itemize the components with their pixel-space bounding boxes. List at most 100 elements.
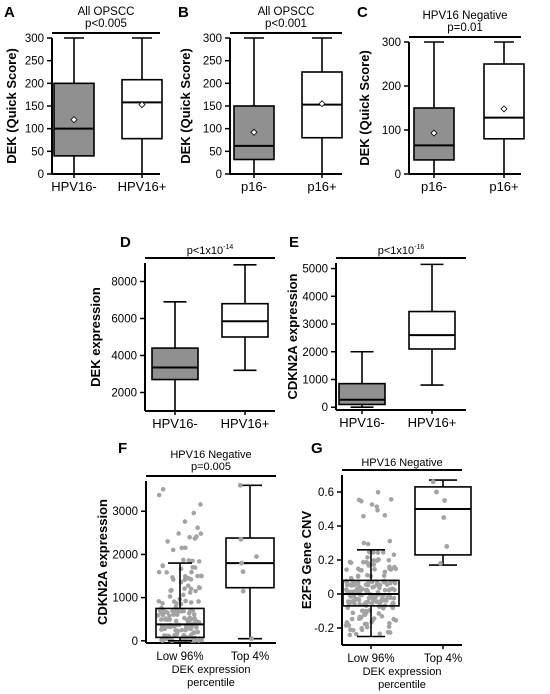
data-point — [444, 544, 450, 549]
jitter-point — [375, 550, 381, 555]
box-iqr — [151, 347, 199, 381]
x-tick-label: Top 4% — [231, 651, 269, 663]
jitter-point — [188, 577, 194, 582]
jitter-point — [353, 581, 359, 587]
jitter-point — [374, 582, 380, 588]
y-tick-label: 100 — [203, 124, 222, 136]
jitter-point — [385, 629, 391, 635]
x-tick-label: Low 96% — [347, 653, 394, 665]
jitter-point — [182, 519, 188, 524]
jitter-point — [172, 632, 177, 638]
box-top4 — [225, 484, 275, 640]
x-tick-label: HPV16+ — [221, 416, 270, 431]
jitter-point — [168, 588, 173, 593]
jitter-point — [370, 597, 376, 603]
jitter-point — [182, 573, 188, 579]
jitter-point — [194, 625, 199, 630]
jitter-point — [376, 611, 382, 616]
panel-letter: E — [289, 234, 299, 251]
jitter-point — [159, 617, 164, 622]
box-p16 — [483, 41, 525, 175]
y-tick-label: 6000 — [111, 314, 137, 326]
y-axis-title: CDKN2A expression — [285, 273, 300, 399]
jitter-point — [379, 614, 385, 619]
box-low96 — [342, 548, 400, 638]
panel-g: G HPV16 Negative -0.2 0 0.2 0.4 0.6 E2F3 Gene C… — [299, 440, 472, 691]
p-value-label: p<0.005 — [85, 18, 127, 30]
jitter-point — [355, 573, 361, 579]
jitter-point — [370, 550, 376, 555]
jitter-point — [187, 534, 192, 540]
jitter-point — [183, 598, 188, 604]
jitter-point — [386, 557, 392, 563]
panel-letter: B — [178, 4, 189, 21]
data-point — [441, 515, 447, 520]
jitter-point — [344, 582, 350, 588]
jitter-point — [365, 555, 370, 560]
y-tick-label: 4000 — [111, 351, 137, 363]
jitter-point — [198, 502, 203, 507]
jitter-point — [387, 620, 392, 626]
jitter-point — [182, 577, 188, 583]
jitter-point — [156, 569, 162, 575]
jitter-point — [192, 638, 197, 643]
jitter-point — [181, 608, 186, 614]
mean-marker — [500, 105, 508, 113]
jitter-point — [179, 545, 185, 551]
y-tick-label: 1000 — [302, 374, 328, 386]
y-tick-label: 200 — [203, 78, 222, 90]
y-tick-label: 250 — [203, 56, 222, 68]
panel-letter: D — [120, 234, 131, 251]
jitter-point — [192, 565, 198, 570]
jitter-point — [358, 588, 363, 593]
y-tick-label: 0 — [38, 169, 44, 181]
jitter-point — [347, 559, 353, 565]
jitter-point — [187, 590, 193, 595]
y-tick-label: 100 — [25, 124, 44, 136]
y-axis-title: DEK expression — [88, 287, 103, 387]
y-tick-label: 300 — [25, 33, 44, 45]
jitter-point — [365, 599, 371, 605]
data-point — [240, 588, 246, 594]
y-tick-label: 0 — [328, 589, 334, 601]
jitter-point — [364, 559, 369, 565]
box-iqr — [483, 63, 525, 140]
jitter-point — [191, 630, 196, 636]
box-p16 — [301, 37, 343, 175]
jitter-point — [388, 580, 393, 586]
jitter-point — [189, 569, 194, 575]
jitter-point — [359, 625, 364, 631]
jitter-point — [350, 599, 356, 604]
jitter-point — [375, 507, 380, 513]
jitter-point — [173, 627, 178, 633]
box-top4 — [414, 479, 472, 566]
box-hpv16 — [53, 37, 95, 175]
jitter-point — [356, 597, 361, 602]
jitter-point — [344, 620, 350, 625]
jitter-point — [186, 610, 192, 616]
jitter-point — [183, 625, 189, 630]
jitter-point — [185, 583, 191, 588]
y-tick-label: 1000 — [112, 593, 138, 605]
jitter-point — [361, 612, 367, 618]
jitter-point — [374, 504, 380, 509]
jitter-point — [364, 624, 370, 630]
x-tick-label: HPV16- — [339, 415, 385, 430]
p-value-label: p=0.005 — [191, 461, 231, 473]
y-tick-label: 3000 — [112, 506, 138, 518]
jitter-point — [381, 606, 386, 611]
x-tick-label: HPV16- — [152, 416, 198, 431]
x-axis-title: DEK expression — [172, 664, 251, 676]
p-value-label: p<1x10-14 — [187, 244, 234, 257]
panel-title: All OPSCC — [258, 6, 315, 18]
jitter-point — [382, 513, 388, 518]
y-tick-label: 150 — [25, 101, 44, 113]
y-tick-label: 2000 — [112, 549, 138, 561]
jitter-point — [382, 587, 388, 593]
jitter-point — [393, 566, 399, 572]
jitter-point — [358, 615, 364, 620]
panel-letter: G — [311, 440, 323, 457]
jitter-point — [156, 598, 162, 604]
jitter-point — [381, 573, 387, 578]
